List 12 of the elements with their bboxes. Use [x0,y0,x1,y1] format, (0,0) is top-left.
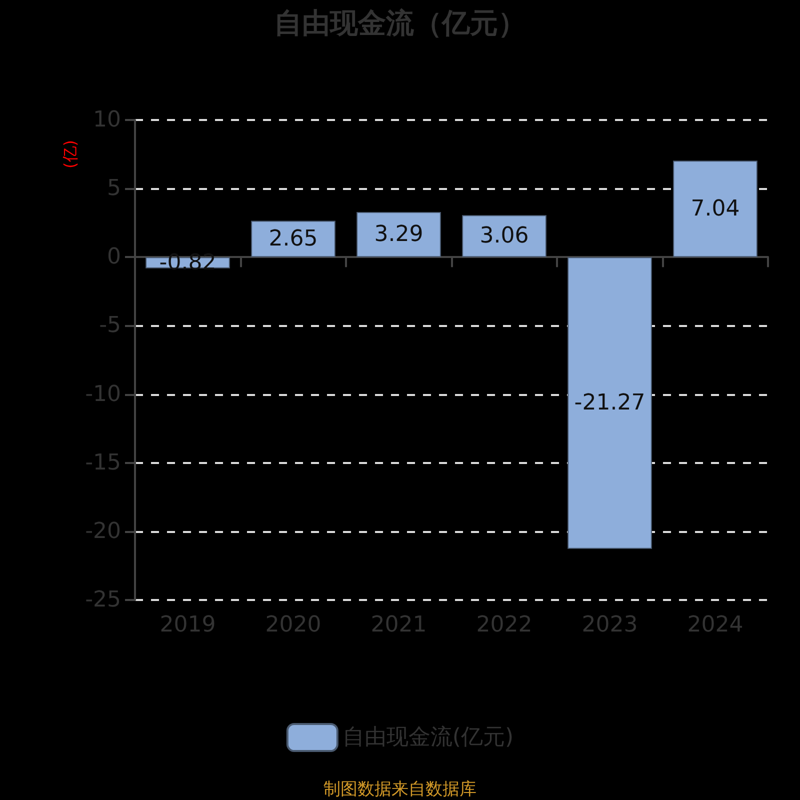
data-label: 3.06 [480,224,529,249]
data-label: 7.04 [690,196,740,222]
bar [462,215,546,258]
data-label: 2.65 [268,226,318,252]
bar [356,212,441,258]
data-label: -21.27 [574,390,646,416]
bar [251,220,336,258]
bar [673,160,758,258]
data-label: 3.29 [374,222,424,248]
text: 制图数据来自数据库 [324,780,476,800]
y-axis-title: (亿) [60,140,80,168]
bar [568,257,652,549]
